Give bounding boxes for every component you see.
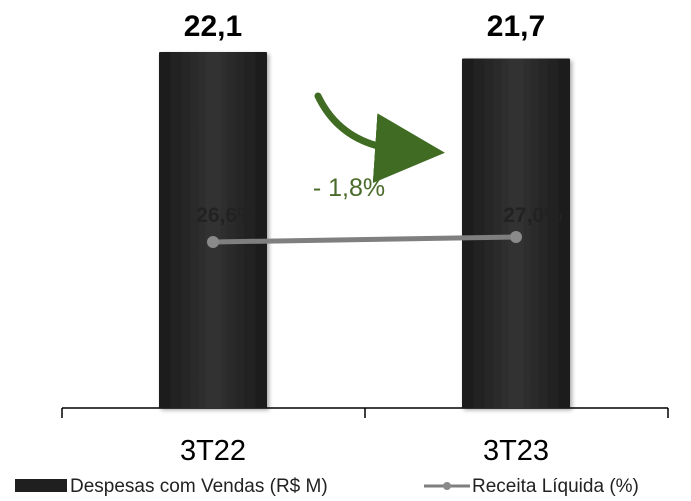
line-value-label-3t23: 27,0% bbox=[503, 204, 563, 227]
line-value-label-3t22: 26,6% bbox=[196, 204, 256, 227]
category-label-3t23: 3T23 bbox=[483, 435, 549, 467]
legend-label-bar: Despesas com Vendas (R$ M) bbox=[70, 476, 328, 497]
line-series: 26,6% 27,0% bbox=[196, 204, 563, 248]
bar-value-label-3t23: 21,7 bbox=[487, 10, 545, 43]
line-point-3t22 bbox=[207, 236, 219, 248]
change-label: - 1,8% bbox=[313, 174, 385, 202]
legend-line-marker bbox=[443, 482, 451, 490]
change-arrow-icon bbox=[314, 92, 445, 184]
legend-label-line: Receita Líquida (%) bbox=[472, 476, 639, 497]
bar-value-labels: 22,1 21,7 bbox=[184, 10, 545, 43]
bar-3t22 bbox=[159, 52, 267, 408]
bar-value-label-3t22: 22,1 bbox=[184, 10, 242, 43]
line-point-3t23 bbox=[510, 231, 522, 243]
bars bbox=[159, 52, 570, 408]
category-labels: 3T22 3T23 bbox=[180, 435, 549, 467]
category-label-3t22: 3T22 bbox=[180, 435, 246, 467]
ratio-line bbox=[210, 234, 519, 245]
legend: Despesas com Vendas (R$ M) Receita Líqui… bbox=[15, 476, 639, 497]
legend-bar-swatch bbox=[15, 479, 67, 492]
x-axis bbox=[61, 407, 669, 418]
change-annotation: - 1,8% bbox=[313, 92, 445, 202]
